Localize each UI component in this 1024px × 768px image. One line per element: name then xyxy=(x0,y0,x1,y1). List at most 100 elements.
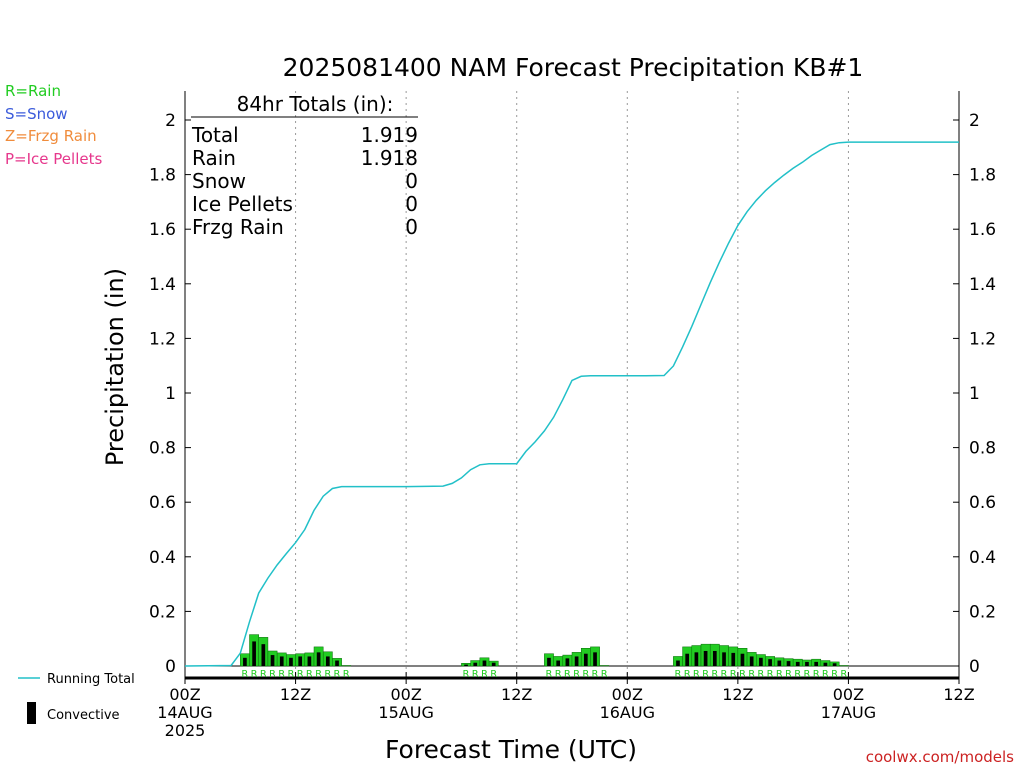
convective-bar xyxy=(279,656,284,666)
convective-bar xyxy=(261,644,266,666)
credit-text: coolwx.com/models xyxy=(866,748,1014,766)
legend-rain: R=Rain xyxy=(5,82,61,100)
x-tick-label: 12Z xyxy=(501,685,532,704)
precip-type-mark: R xyxy=(693,669,700,680)
totals-row-label: Frzg Rain xyxy=(192,215,284,239)
convective-bar xyxy=(593,652,597,666)
y-tick-label-left: 1.6 xyxy=(149,220,176,240)
precip-type-mark: R xyxy=(297,669,304,680)
convective-bar xyxy=(298,656,303,666)
convective-bar xyxy=(805,661,809,666)
y-axis-ticks: 0 00.2 0.20.4 0.40.6 0.60.8 0.81 11.2 1.21.4 1.4… xyxy=(149,111,996,677)
y-tick-label-right: 2 xyxy=(969,111,980,131)
running-total-legend-label: Running Total xyxy=(47,672,135,687)
totals-row-label: Rain xyxy=(192,146,236,170)
totals-row-label: Snow xyxy=(192,169,246,193)
x-tick-label: 15AUG xyxy=(378,703,433,722)
y-tick-label-right: 0.8 xyxy=(969,439,996,459)
precip-type-mark: R xyxy=(776,669,783,680)
precip-type-mark: R xyxy=(739,669,746,680)
y-tick-label-right: 1 xyxy=(969,384,980,404)
convective-bar xyxy=(722,652,726,666)
precip-type-mark: R xyxy=(573,669,580,680)
convective-bar xyxy=(814,661,819,666)
y-tick-label-right: 0.6 xyxy=(969,493,996,513)
convective-bar xyxy=(464,664,468,666)
x-tick-label: 00Z xyxy=(390,685,421,704)
convective-bar xyxy=(740,653,745,666)
convective-bar xyxy=(307,656,312,666)
precip-type-mark: R xyxy=(315,669,322,680)
precip-type-mark: R xyxy=(831,669,838,680)
y-tick-label-left: 2 xyxy=(165,111,176,131)
precip-type-mark: R xyxy=(730,669,737,680)
x-tick-label: 12Z xyxy=(722,685,753,704)
convective-bar xyxy=(795,661,800,666)
precip-type-mark: R xyxy=(564,669,571,680)
precip-type-mark: R xyxy=(343,669,350,680)
convective-bar xyxy=(547,657,551,666)
legend-frzg-rain: Z=Frzg Rain xyxy=(5,127,97,145)
legend-snow: S=Snow xyxy=(5,105,68,123)
precip-type-mark: R xyxy=(748,669,755,680)
convective-bar xyxy=(583,653,588,666)
convective-bar xyxy=(823,662,828,666)
precip-type-mark: R xyxy=(684,669,691,680)
convective-bar xyxy=(786,661,791,666)
totals-row-value: 0 xyxy=(405,215,418,239)
convective-bar xyxy=(694,652,699,666)
y-tick-label-left: 0.8 xyxy=(149,439,176,459)
x-tick-label: 17AUG xyxy=(821,703,876,722)
convective-bar xyxy=(243,657,247,666)
precip-type-mark: R xyxy=(269,669,276,680)
y-tick-label-left: 0.6 xyxy=(149,493,176,513)
y-tick-label-left: 0 xyxy=(165,657,176,677)
precip-type-mark: R xyxy=(490,669,497,680)
precip-type-mark: R xyxy=(702,669,709,680)
x-tick-label: 00Z xyxy=(169,685,200,704)
precip-type-mark: R xyxy=(711,669,718,680)
precip-type-mark: R xyxy=(813,669,820,680)
x-axis-label: Forecast Time (UTC) xyxy=(385,735,637,764)
precip-type-mark: R xyxy=(545,669,552,680)
x-tick-label: 12Z xyxy=(280,685,311,704)
x-tick-label: 2025 xyxy=(165,721,206,740)
x-tick-label: 00Z xyxy=(833,685,864,704)
x-tick-label: 16AUG xyxy=(600,703,655,722)
precip-type-mark: R xyxy=(822,669,829,680)
y-tick-label-left: 0.2 xyxy=(149,602,176,622)
precip-type-mark: R xyxy=(582,669,589,680)
totals-header: 84hr Totals (in): xyxy=(237,92,394,116)
precip-type-mark: R xyxy=(278,669,285,680)
totals-row-label: Ice Pellets xyxy=(192,192,293,216)
convective-bar xyxy=(676,660,680,666)
convective-bar xyxy=(289,657,293,666)
x-tick-label: 14AUG xyxy=(157,703,212,722)
y-axis-label: Precipitation (in) xyxy=(101,268,129,466)
precip-type-mark: R xyxy=(601,669,608,680)
totals-row-value: 1.919 xyxy=(361,123,418,147)
convective-bar xyxy=(316,652,321,666)
precip-bar xyxy=(838,665,849,667)
precip-bar xyxy=(599,665,610,667)
convective-bar xyxy=(491,662,496,666)
precip-type-mark: R xyxy=(794,669,801,680)
running-total-line xyxy=(184,141,959,667)
convective-bar xyxy=(685,653,690,666)
convective-bar xyxy=(749,656,754,666)
precip-type-mark: R xyxy=(241,669,248,680)
convective-bar xyxy=(712,650,717,666)
totals-row-value: 1.918 xyxy=(361,146,418,170)
precip-type-legend: R=Rain S=Snow Z=Frzg Rain P=Ice Pellets xyxy=(5,82,102,168)
totals-rows: Total 1.919 Rain 1.918 Snow 0 Ice Pellets 0 Frzg… xyxy=(191,123,418,239)
totals-row-value: 0 xyxy=(405,192,418,216)
convective-bar xyxy=(759,657,763,666)
y-tick-label-right: 0 xyxy=(969,657,980,677)
y-tick-label-right: 1.2 xyxy=(969,329,996,349)
convective-legend-swatch xyxy=(27,702,36,724)
convective-bar xyxy=(270,655,275,666)
precip-type-mark: R xyxy=(306,669,313,680)
precip-type-mark: R xyxy=(334,669,341,680)
plot-area: 0 00.2 0.20.4 0.40.6 0.60.8 0.81 11.2 1.21.4 1.4… xyxy=(149,91,996,740)
